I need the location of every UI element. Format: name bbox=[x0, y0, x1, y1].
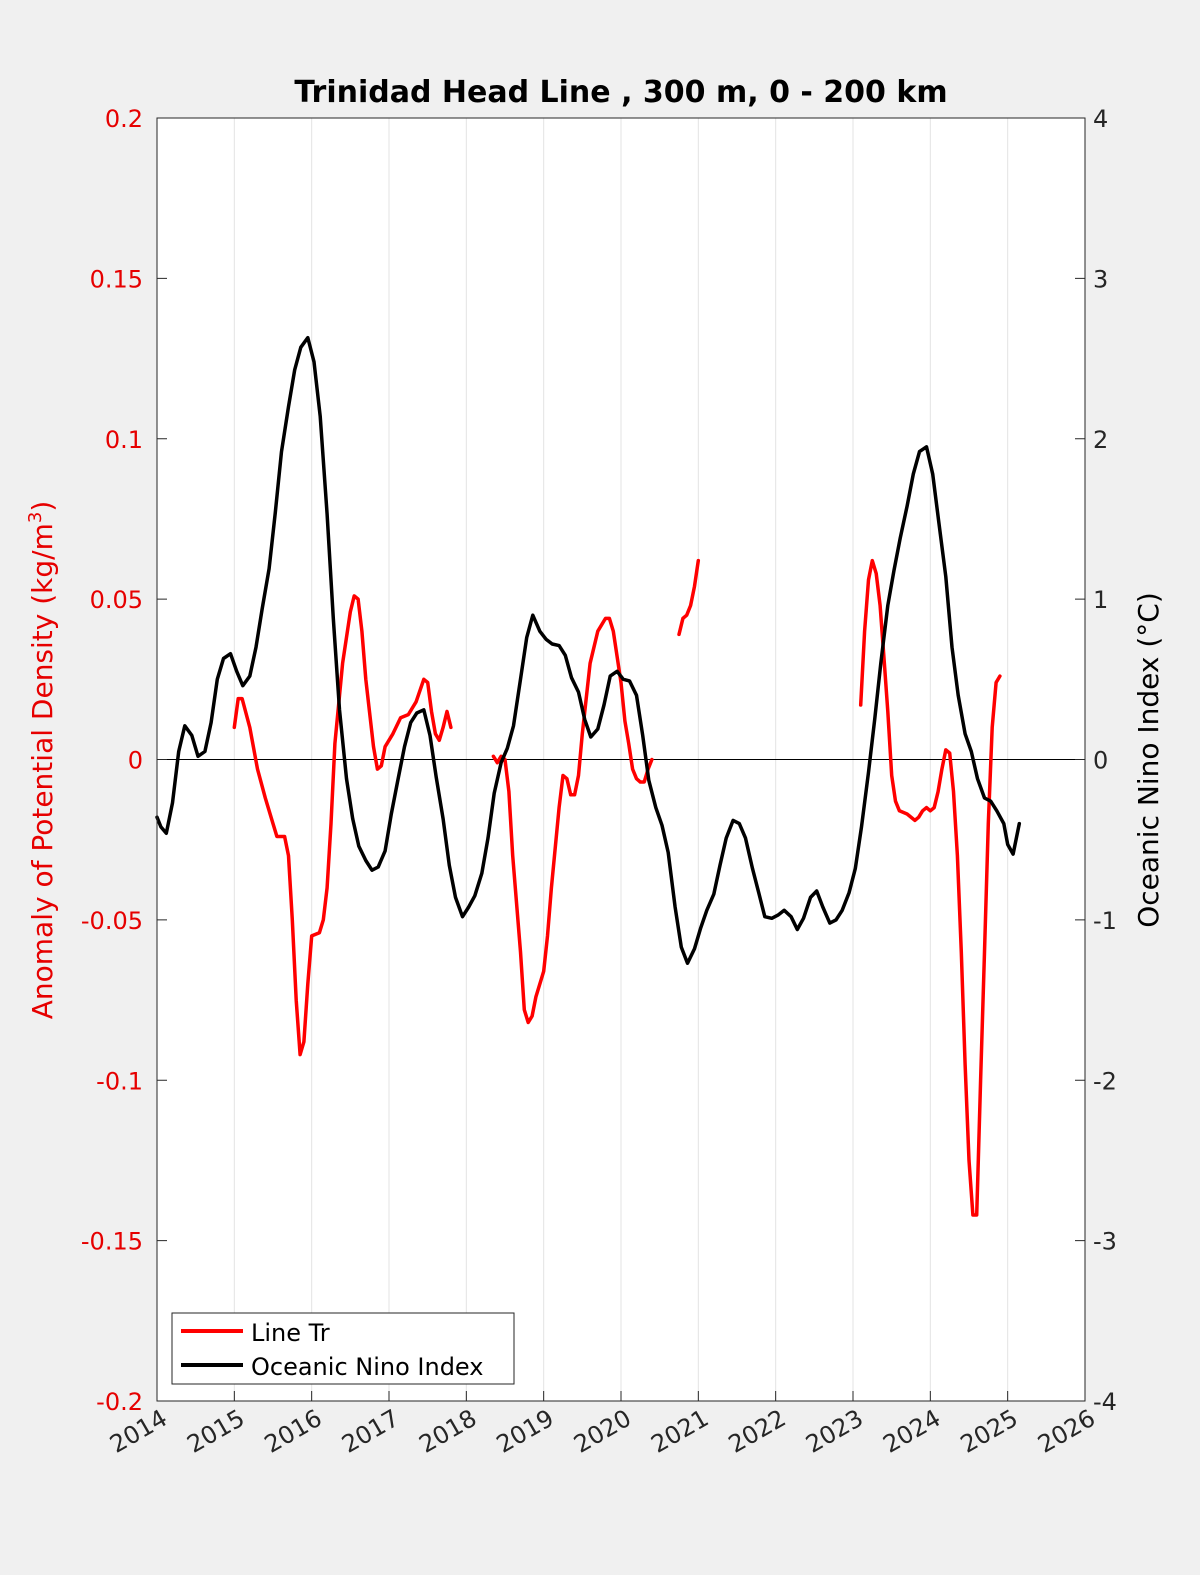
y-left-tick-label: 0.15 bbox=[90, 265, 143, 293]
line-tr-series-segment-2 bbox=[677, 558, 701, 637]
y-right-tick-label: 0 bbox=[1093, 747, 1108, 775]
y-axis-left-label-close: ) bbox=[26, 501, 59, 512]
y-right-tick-label: -4 bbox=[1093, 1388, 1117, 1416]
y-left-tick-label: 0.2 bbox=[105, 105, 143, 133]
y-right-tick-label: -3 bbox=[1093, 1228, 1117, 1256]
legend: Line Tr Oceanic Nino Index bbox=[171, 1312, 515, 1385]
legend-label-line-tr: Line Tr bbox=[251, 1319, 330, 1347]
y-right-tick-label: 4 bbox=[1093, 105, 1108, 133]
y-left-tick-label: 0 bbox=[128, 747, 143, 775]
y-left-tick-label: -0.2 bbox=[96, 1388, 143, 1416]
y-axis-right-label: Oceanic Nino Index (°C) bbox=[1132, 592, 1165, 928]
legend-label-oni: Oceanic Nino Index bbox=[251, 1353, 483, 1381]
y-right-tick-label: 3 bbox=[1093, 265, 1108, 293]
line-tr-series-segment-1 bbox=[491, 616, 654, 1025]
y-axis-left-label: Anomaly of Potential Density (kg/m3) bbox=[25, 501, 59, 1020]
y-right-tick-label: -2 bbox=[1093, 1067, 1117, 1095]
line-tr-series-segment-0 bbox=[232, 594, 453, 1057]
y-right-tick-label: 2 bbox=[1093, 426, 1108, 454]
y-left-tick-label: -0.15 bbox=[81, 1228, 143, 1256]
y-left-tick-label: 0.1 bbox=[105, 426, 143, 454]
y-right-tick-label: 1 bbox=[1093, 586, 1108, 614]
series-layer bbox=[155, 335, 1022, 1217]
oni-series-segment-0 bbox=[155, 335, 1022, 965]
y-axis-left-label-text: Anomaly of Potential Density (kg/m bbox=[26, 523, 59, 1019]
y-left-tick-label: 0.05 bbox=[90, 586, 143, 614]
y-left-tick-label: -0.1 bbox=[96, 1067, 143, 1095]
y-right-tick-label: -1 bbox=[1093, 907, 1117, 935]
y-axis-left-label-superscript: 3 bbox=[25, 512, 46, 523]
y-left-tick-label: -0.05 bbox=[81, 907, 143, 935]
chart-title: Trinidad Head Line , 300 m, 0 - 200 km bbox=[294, 75, 947, 110]
legend-box bbox=[171, 1312, 515, 1385]
